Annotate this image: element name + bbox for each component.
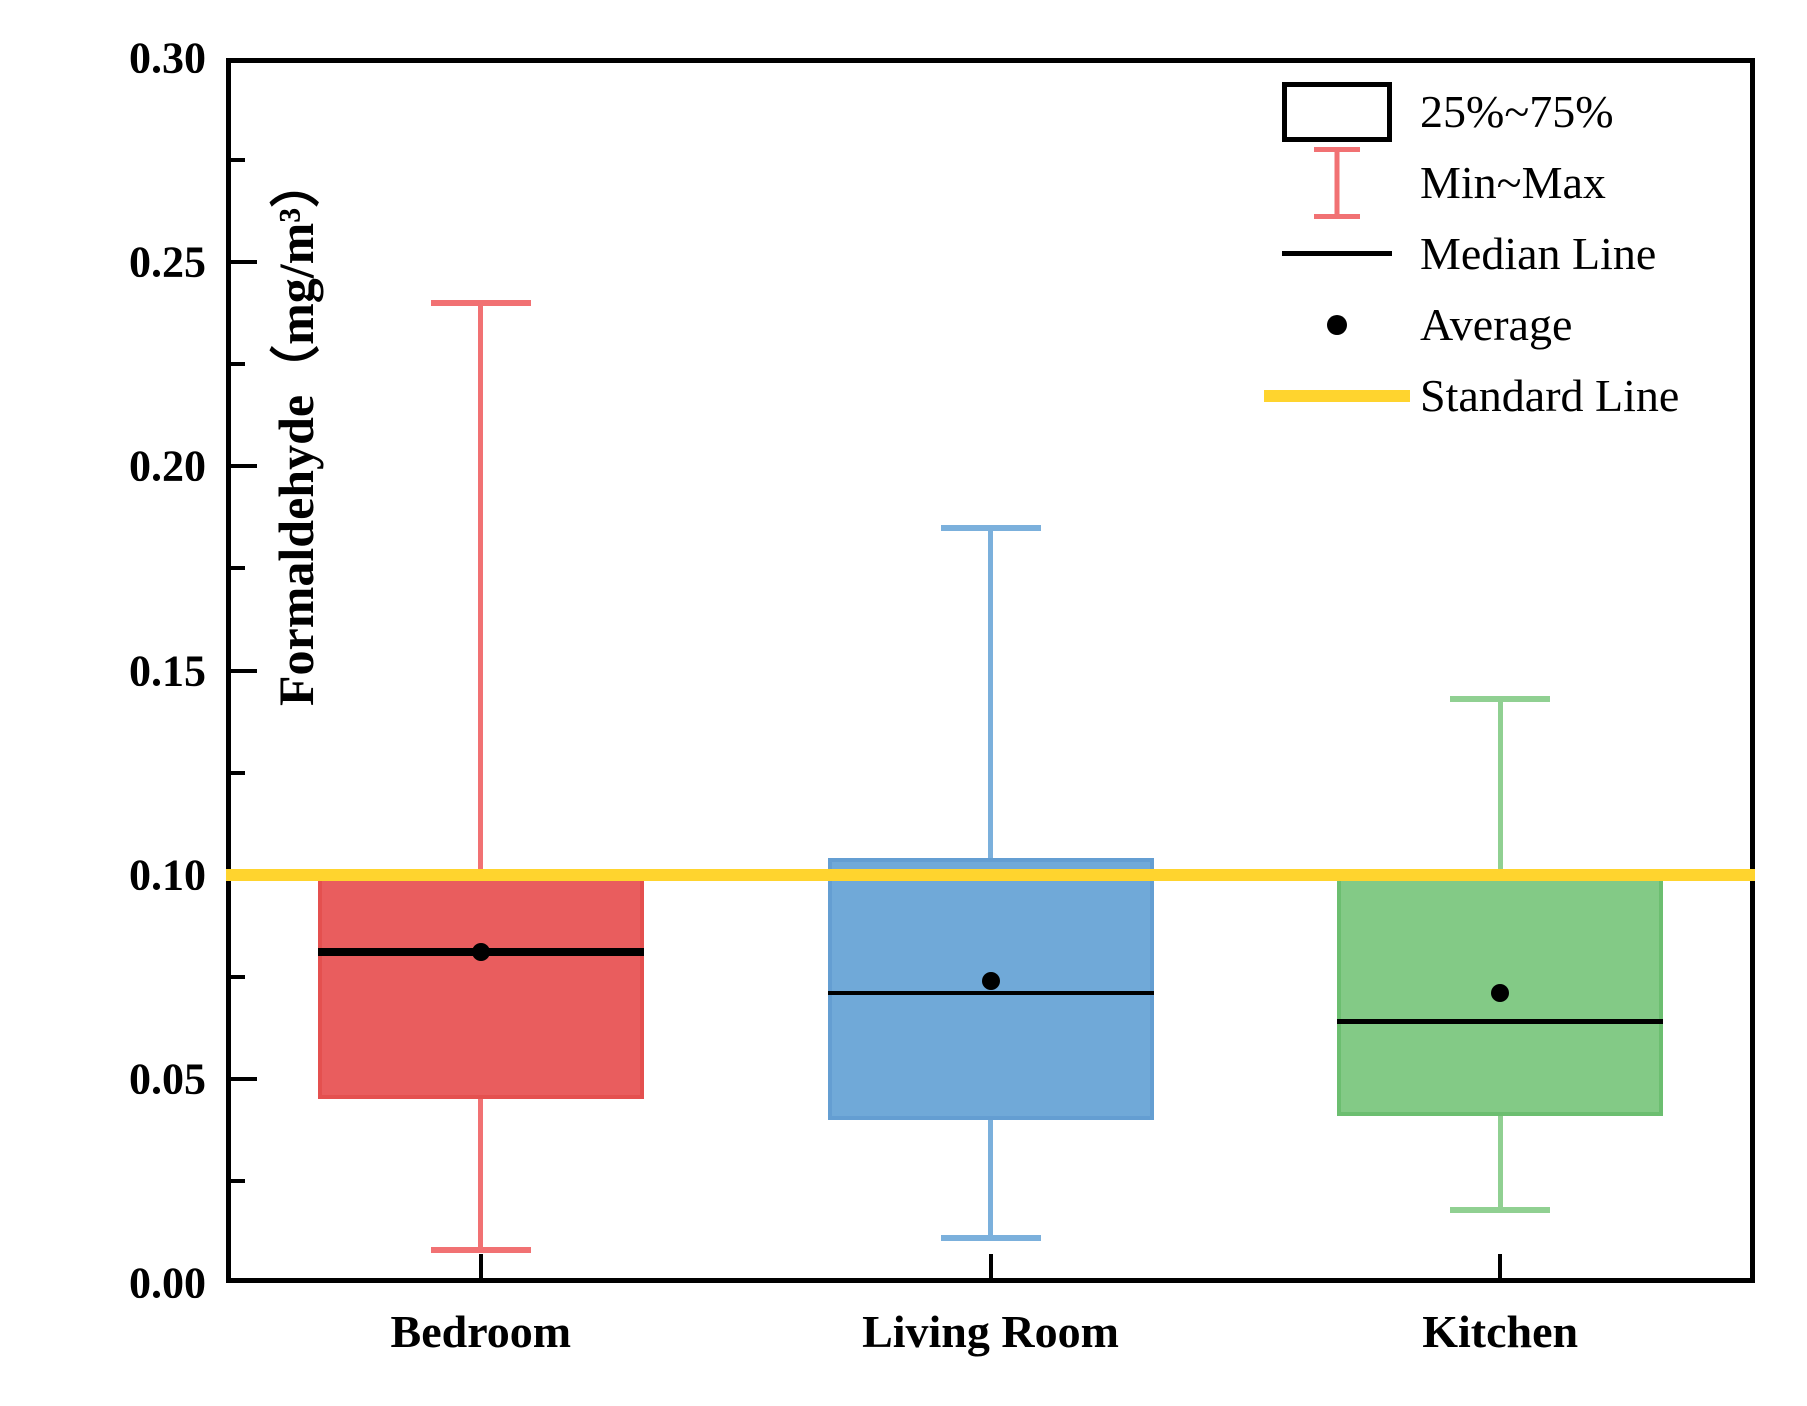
y-major-tick <box>231 1076 257 1081</box>
mean-dot <box>981 971 1000 990</box>
legend-label: Standard Line <box>1420 370 1680 421</box>
dot-swatch-icon <box>1327 314 1347 335</box>
min-whisker-cap <box>1450 1206 1551 1213</box>
y-tick-label: 0.30 <box>129 33 206 83</box>
y-minor-tick <box>231 974 245 979</box>
mean-dot <box>471 943 490 962</box>
y-minor-tick <box>231 770 245 775</box>
x-major-tick <box>1498 1254 1503 1278</box>
min-whisker-cap <box>430 1247 531 1254</box>
whisker-line <box>478 303 484 1251</box>
y-minor-tick <box>231 158 245 163</box>
max-whisker-cap <box>430 300 531 306</box>
legend-swatch <box>1262 251 1412 256</box>
errorbar-swatch-icon <box>1314 146 1360 219</box>
legend-item: Min~Max <box>1262 146 1679 219</box>
line-swatch-icon <box>1282 251 1392 256</box>
x-tick-label: Bedroom <box>390 1306 572 1357</box>
legend-swatch <box>1262 389 1412 402</box>
box-swatch-icon <box>1282 81 1392 142</box>
y-minor-tick <box>231 1178 245 1183</box>
max-whisker-cap <box>1450 696 1551 703</box>
median-line <box>827 991 1154 996</box>
y-major-tick <box>231 668 257 673</box>
legend-item: Median Line <box>1262 218 1679 289</box>
legend-swatch <box>1262 146 1412 219</box>
y-tick-label: 0.05 <box>129 1054 206 1104</box>
legend-label: Median Line <box>1420 228 1657 279</box>
min-whisker-cap <box>940 1235 1041 1242</box>
x-major-tick <box>988 1254 993 1278</box>
legend-label: 25%~75% <box>1420 86 1614 137</box>
legend-swatch <box>1262 81 1412 142</box>
errorbar-part <box>1334 146 1340 219</box>
y-major-tick <box>231 260 257 265</box>
median-line <box>1337 1019 1664 1025</box>
legend-item: Average <box>1262 289 1679 360</box>
y-tick-label: 0.25 <box>129 237 206 287</box>
legend: 25%~75% Min~Max Median Line Average Standard… <box>1262 76 1679 431</box>
y-major-tick <box>231 464 257 469</box>
y-minor-tick <box>231 566 245 571</box>
legend-label: Min~Max <box>1420 157 1606 208</box>
y-tick-label: 0.10 <box>129 850 206 900</box>
standard-line <box>226 868 1755 881</box>
mean-dot <box>1491 984 1510 1003</box>
y-tick-label: 0.00 <box>129 1258 206 1308</box>
x-major-tick <box>478 1254 483 1278</box>
thickline-swatch-icon <box>1264 389 1410 402</box>
legend-swatch <box>1262 314 1412 335</box>
max-whisker-cap <box>940 524 1041 531</box>
y-tick-label: 0.15 <box>129 646 206 695</box>
errorbar-part <box>1314 213 1360 219</box>
legend-label: Average <box>1420 299 1573 350</box>
y-minor-tick <box>231 362 245 367</box>
errorbar-part <box>1314 146 1360 152</box>
y-tick-label: 0.20 <box>129 441 206 491</box>
legend-item: Standard Line <box>1262 360 1679 431</box>
x-tick-label: Living Room <box>862 1306 1119 1357</box>
plot-frame <box>226 58 1755 1283</box>
legend-item: 25%~75% <box>1262 76 1679 147</box>
x-tick-label: Kitchen <box>1422 1306 1579 1357</box>
iqr-box <box>317 874 644 1100</box>
